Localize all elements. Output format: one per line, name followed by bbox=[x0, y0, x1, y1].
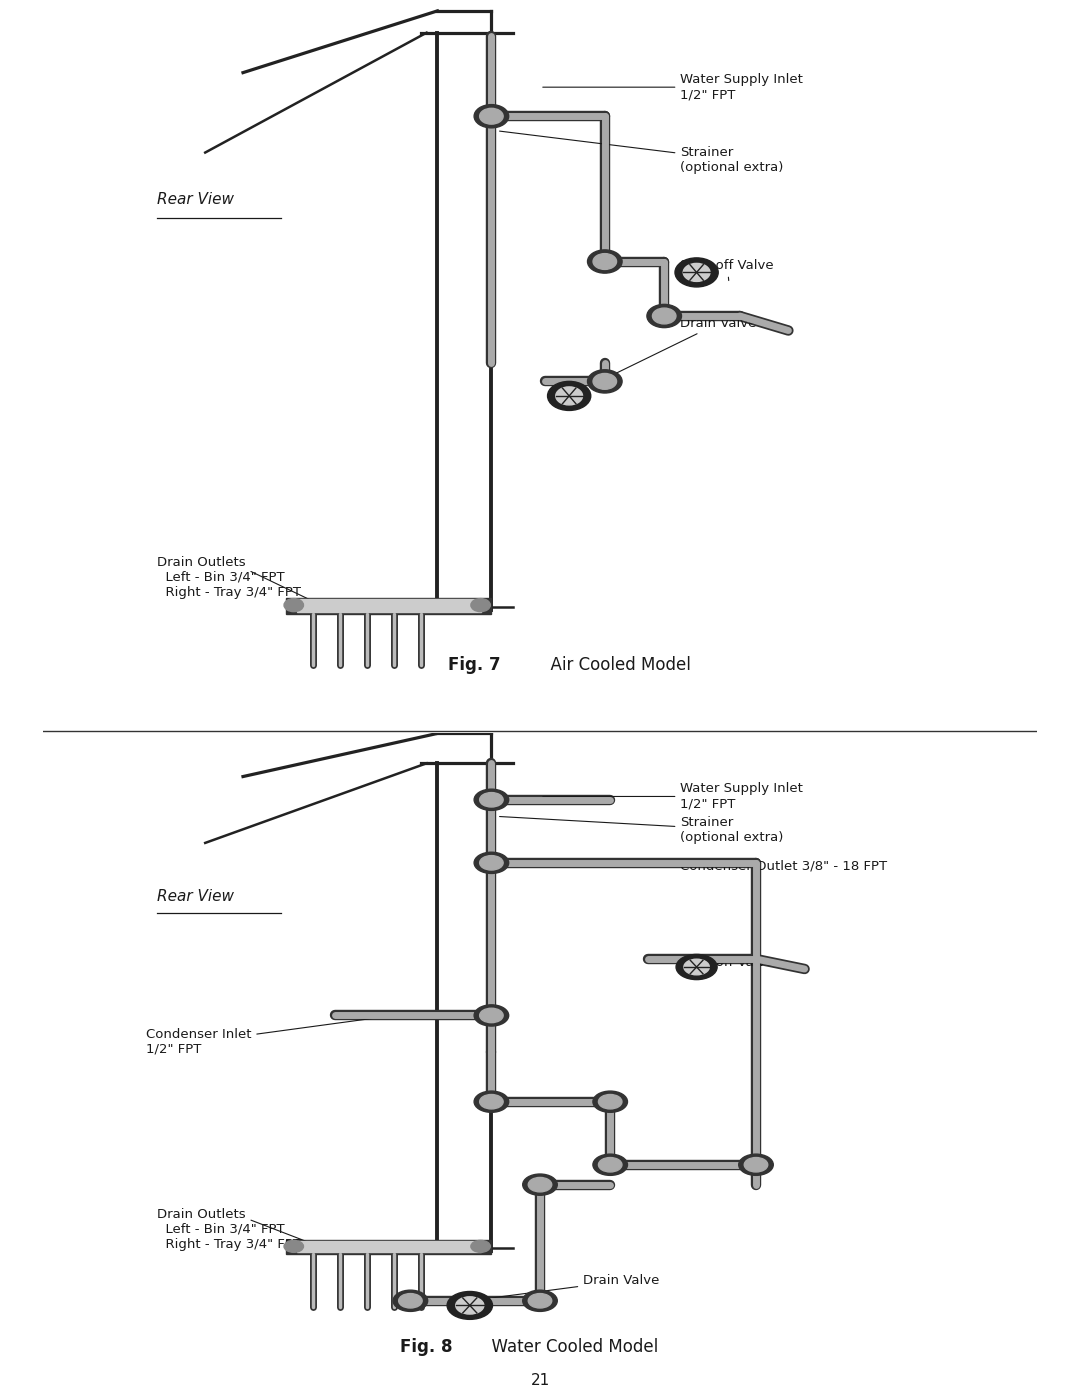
Circle shape bbox=[474, 789, 509, 810]
Circle shape bbox=[480, 109, 503, 124]
Text: Water Cooled Model: Water Cooled Model bbox=[481, 1338, 658, 1356]
Circle shape bbox=[684, 264, 710, 281]
Text: Strainer
(optional extra): Strainer (optional extra) bbox=[500, 816, 784, 844]
Circle shape bbox=[456, 1296, 484, 1315]
Circle shape bbox=[684, 960, 710, 975]
Circle shape bbox=[393, 1291, 428, 1312]
Circle shape bbox=[474, 1004, 509, 1025]
Circle shape bbox=[598, 1094, 622, 1109]
Text: Fig. 8: Fig. 8 bbox=[400, 1338, 453, 1356]
Circle shape bbox=[528, 1294, 552, 1308]
Circle shape bbox=[474, 1091, 509, 1112]
Circle shape bbox=[744, 1158, 768, 1172]
Bar bbox=[297, 599, 481, 612]
Circle shape bbox=[480, 792, 503, 807]
Circle shape bbox=[480, 1094, 503, 1109]
Text: Water Supply Inlet
1/2" FPT: Water Supply Inlet 1/2" FPT bbox=[543, 73, 804, 101]
Circle shape bbox=[647, 305, 681, 328]
Circle shape bbox=[523, 1291, 557, 1312]
Bar bbox=[297, 1241, 481, 1252]
Circle shape bbox=[593, 254, 617, 270]
Text: Shut-off Valve: Shut-off Valve bbox=[680, 258, 774, 281]
Circle shape bbox=[523, 1173, 557, 1196]
Text: 21: 21 bbox=[530, 1373, 550, 1387]
Circle shape bbox=[480, 855, 503, 870]
Circle shape bbox=[593, 1154, 627, 1175]
Text: Air Cooled Model: Air Cooled Model bbox=[540, 655, 691, 673]
Circle shape bbox=[556, 387, 582, 405]
Text: Drain Valve: Drain Valve bbox=[473, 1274, 660, 1301]
Circle shape bbox=[399, 1294, 422, 1308]
Text: Fig. 7: Fig. 7 bbox=[448, 655, 501, 673]
Circle shape bbox=[593, 373, 617, 390]
Text: Condenser Inlet
1/2" FPT: Condenser Inlet 1/2" FPT bbox=[146, 1016, 391, 1056]
Bar bbox=[286, 1239, 491, 1255]
Text: Drain Valve: Drain Valve bbox=[602, 317, 757, 380]
Text: Rear View: Rear View bbox=[157, 193, 233, 207]
Circle shape bbox=[739, 1154, 773, 1175]
Circle shape bbox=[676, 954, 717, 979]
Circle shape bbox=[474, 105, 509, 129]
Text: Strainer
(optional extra): Strainer (optional extra) bbox=[500, 131, 784, 173]
Circle shape bbox=[593, 1091, 627, 1112]
Circle shape bbox=[447, 1291, 492, 1319]
Circle shape bbox=[588, 370, 622, 393]
Circle shape bbox=[480, 1009, 503, 1023]
Circle shape bbox=[548, 381, 591, 411]
Circle shape bbox=[598, 1158, 622, 1172]
Text: Shut-off Valve: Shut-off Valve bbox=[680, 956, 774, 970]
Circle shape bbox=[528, 1178, 552, 1192]
Circle shape bbox=[675, 258, 718, 286]
Text: Water Supply Inlet
1/2" FPT: Water Supply Inlet 1/2" FPT bbox=[543, 782, 804, 810]
Circle shape bbox=[652, 309, 676, 324]
Circle shape bbox=[588, 250, 622, 274]
Text: Drain Outlets
  Left - Bin 3/4" FPT
  Right - Tray 3/4" FPT: Drain Outlets Left - Bin 3/4" FPT Right … bbox=[157, 556, 300, 599]
Bar bbox=[286, 598, 491, 613]
Circle shape bbox=[474, 852, 509, 873]
Circle shape bbox=[471, 598, 490, 612]
Text: Drain Outlets
  Left - Bin 3/4" FPT
  Right - Tray 3/4" FPT: Drain Outlets Left - Bin 3/4" FPT Right … bbox=[157, 1208, 300, 1250]
Circle shape bbox=[284, 598, 303, 612]
Circle shape bbox=[471, 1241, 490, 1252]
Text: Rear View: Rear View bbox=[157, 888, 233, 904]
Text: Condenser Outlet 3/8" - 18 FPT: Condenser Outlet 3/8" - 18 FPT bbox=[613, 859, 888, 873]
Circle shape bbox=[284, 1241, 303, 1252]
